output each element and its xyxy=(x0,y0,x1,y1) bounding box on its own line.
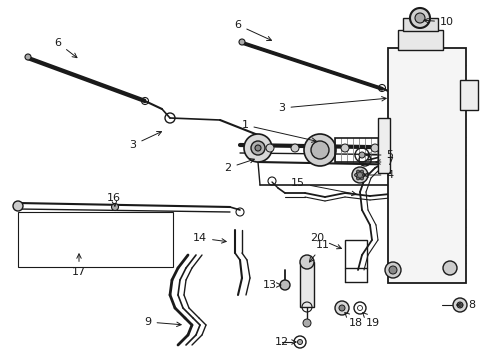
Circle shape xyxy=(13,201,23,211)
Circle shape xyxy=(265,144,273,152)
Circle shape xyxy=(280,280,289,290)
Text: 3: 3 xyxy=(278,96,386,113)
Circle shape xyxy=(356,170,359,173)
Circle shape xyxy=(442,261,456,275)
Text: 20: 20 xyxy=(309,233,341,249)
Circle shape xyxy=(414,13,424,23)
Circle shape xyxy=(370,144,378,152)
Text: 10: 10 xyxy=(423,17,453,27)
Circle shape xyxy=(384,262,400,278)
Text: 16: 16 xyxy=(107,193,121,206)
Circle shape xyxy=(111,203,118,211)
Circle shape xyxy=(290,144,298,152)
Text: 14: 14 xyxy=(193,233,226,243)
Circle shape xyxy=(254,145,261,151)
Bar xyxy=(377,118,389,173)
Text: 13: 13 xyxy=(263,280,280,290)
Text: 7: 7 xyxy=(375,157,393,167)
Text: 2: 2 xyxy=(224,158,254,173)
Circle shape xyxy=(404,140,424,160)
Circle shape xyxy=(358,152,364,158)
Circle shape xyxy=(334,301,348,315)
Text: 15: 15 xyxy=(290,178,355,195)
Text: 6: 6 xyxy=(234,20,271,41)
Text: 9: 9 xyxy=(144,317,181,327)
Text: 5: 5 xyxy=(365,150,393,160)
Text: 1: 1 xyxy=(241,120,316,142)
Bar xyxy=(299,262,313,307)
Circle shape xyxy=(304,134,335,166)
Text: 19: 19 xyxy=(362,313,379,328)
Circle shape xyxy=(360,170,363,173)
Circle shape xyxy=(303,319,310,327)
Circle shape xyxy=(400,144,408,152)
Circle shape xyxy=(338,305,345,311)
Circle shape xyxy=(244,134,271,162)
Circle shape xyxy=(355,171,363,179)
Circle shape xyxy=(456,302,462,308)
Circle shape xyxy=(452,298,466,312)
Text: 6: 6 xyxy=(54,38,77,58)
Circle shape xyxy=(299,255,313,269)
Circle shape xyxy=(362,174,365,176)
Text: 12: 12 xyxy=(274,337,296,347)
Text: 11: 11 xyxy=(309,240,329,262)
Text: 4: 4 xyxy=(363,170,393,180)
Circle shape xyxy=(360,177,363,180)
Circle shape xyxy=(351,167,367,183)
Bar xyxy=(18,212,173,267)
Circle shape xyxy=(356,177,359,180)
Circle shape xyxy=(388,266,396,274)
Text: 3: 3 xyxy=(129,131,161,150)
Circle shape xyxy=(409,8,429,28)
Circle shape xyxy=(409,145,419,155)
Bar xyxy=(397,30,442,50)
Bar xyxy=(402,18,437,31)
Bar xyxy=(459,80,477,110)
Circle shape xyxy=(239,39,244,45)
Circle shape xyxy=(297,339,302,345)
Text: 17: 17 xyxy=(72,254,86,277)
Bar xyxy=(334,138,399,162)
Circle shape xyxy=(340,144,348,152)
Bar xyxy=(387,48,465,283)
Text: 18: 18 xyxy=(344,312,362,328)
Circle shape xyxy=(310,141,328,159)
Circle shape xyxy=(25,54,31,60)
Bar xyxy=(345,240,366,268)
Circle shape xyxy=(250,141,264,155)
Circle shape xyxy=(354,174,357,176)
Text: 8: 8 xyxy=(456,300,475,310)
